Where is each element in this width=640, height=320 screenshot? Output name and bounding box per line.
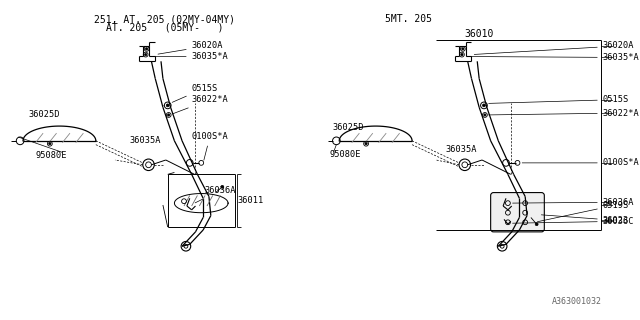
Text: AT. 205   (05MY-   ): AT. 205 (05MY- ) [106, 23, 223, 33]
Text: 36020A: 36020A [158, 42, 223, 54]
Text: 0100S*A: 0100S*A [522, 158, 639, 167]
Circle shape [484, 114, 486, 116]
Text: 251, AT. 205 (02MY-04MY): 251, AT. 205 (02MY-04MY) [94, 14, 236, 24]
Text: 36035*A: 36035*A [150, 52, 228, 61]
Circle shape [365, 142, 367, 145]
Circle shape [535, 223, 538, 226]
Text: 0100S*A: 0100S*A [191, 132, 228, 160]
Text: 95080E: 95080E [35, 151, 67, 160]
Text: 36036A: 36036A [513, 198, 634, 207]
Text: 36022*A: 36022*A [172, 95, 228, 114]
Circle shape [221, 185, 224, 188]
Text: 0515S: 0515S [489, 95, 629, 104]
Text: 36036A: 36036A [195, 186, 236, 203]
Circle shape [461, 48, 464, 50]
Text: 36022*A: 36022*A [489, 108, 639, 117]
Text: 36023: 36023 [541, 215, 629, 225]
Text: 95080E: 95080E [330, 150, 361, 159]
Text: A363001032: A363001032 [552, 297, 602, 306]
Text: 36011: 36011 [237, 196, 264, 205]
Text: 36036C: 36036C [513, 217, 634, 226]
Text: 36025D: 36025D [29, 109, 60, 118]
Text: 5MT. 205: 5MT. 205 [385, 14, 432, 24]
Text: 0515S: 0515S [172, 84, 218, 102]
Circle shape [168, 114, 170, 116]
FancyBboxPatch shape [491, 193, 545, 232]
Text: 36010: 36010 [465, 29, 494, 39]
Text: 36035*A: 36035*A [467, 53, 639, 62]
Text: 0519S: 0519S [538, 201, 629, 222]
Text: 36035A: 36035A [445, 145, 477, 154]
Text: 36025D: 36025D [333, 123, 364, 132]
Circle shape [166, 104, 169, 107]
Circle shape [49, 142, 51, 145]
Text: 36020A: 36020A [474, 42, 634, 54]
Circle shape [461, 53, 463, 56]
Circle shape [483, 104, 485, 107]
Circle shape [145, 53, 147, 56]
Text: 36035A: 36035A [129, 136, 161, 145]
Circle shape [145, 48, 148, 50]
